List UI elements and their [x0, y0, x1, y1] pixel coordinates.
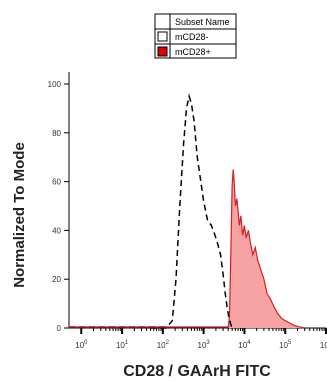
x-tick-label-2: 102: [157, 340, 170, 350]
legend-label-mCD28-minus: mCD28-: [175, 32, 209, 42]
x-tick-label-1: 101: [116, 340, 129, 350]
y-axis-label: Normalized To Mode: [11, 142, 28, 288]
y-tick-label-0: 0: [57, 324, 62, 333]
x-axis-label: CD28 / GAArH FITC: [123, 363, 271, 380]
x-tick-label-3: 103: [198, 340, 211, 350]
series-mCD28-minus-line: [150, 93, 233, 329]
y-axis: 0 20 40 60 80 100: [48, 80, 69, 333]
legend-label-mCD28-plus: mCD28+: [175, 47, 211, 57]
legend-frame: [154, 13, 237, 59]
y-tick-label-60: 60: [52, 178, 61, 187]
legend-title: Subset Name: [175, 17, 230, 27]
series-layer: [69, 93, 305, 329]
y-tick-label-80: 80: [52, 129, 61, 138]
legend-swatch-mCD28-plus: [157, 46, 168, 57]
x-axis: 100 101 102 103 104 105 106: [75, 328, 327, 350]
x-tick-label-4: 104: [238, 340, 251, 350]
x-tick-label-0: 100: [75, 340, 88, 350]
y-tick-label-20: 20: [52, 275, 61, 284]
plot-frame: [68, 72, 326, 329]
legend-swatch-mCD28-minus: [157, 31, 168, 42]
series-mCD28-plus-outline: [227, 169, 305, 329]
x-tick-label-6: 106: [320, 340, 327, 350]
y-tick-label-40: 40: [52, 226, 61, 235]
y-tick-label-100: 100: [48, 80, 62, 89]
x-tick-label-5: 105: [279, 340, 292, 350]
series-mCD28-plus-fill: [228, 169, 305, 328]
legend: Subset Name mCD28- mCD28+: [154, 13, 237, 59]
